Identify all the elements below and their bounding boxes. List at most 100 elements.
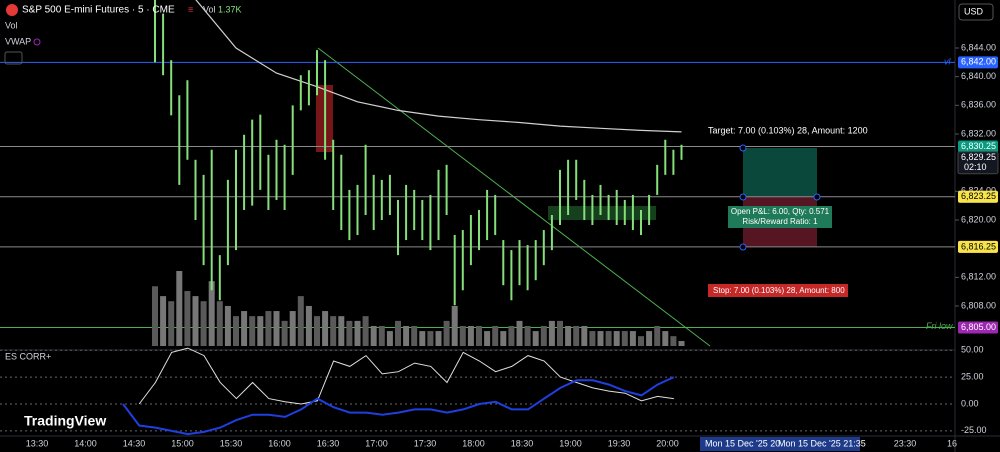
volume-bar	[200, 301, 207, 346]
time-label: 13:30	[26, 438, 49, 448]
line-note: Fri low	[926, 321, 953, 331]
volume-bar	[662, 331, 669, 346]
time-label: 23:30	[894, 438, 917, 448]
handle	[739, 193, 747, 201]
time-label: 16	[947, 438, 957, 448]
alt-label-box	[958, 240, 998, 253]
time-label: 16:00	[268, 438, 291, 448]
pnl-label: Open P&L: 6.00, Qty: 0.571	[731, 207, 830, 216]
collapse-button[interactable]	[4, 51, 23, 65]
volume-bar	[338, 316, 345, 346]
volume-bar	[670, 336, 677, 346]
volume-bar	[322, 311, 329, 346]
volume-bar	[273, 311, 280, 346]
vwap-line	[195, 0, 682, 133]
volume-bar	[297, 296, 304, 346]
price-tick-label: 6,836.00	[961, 100, 996, 110]
volume-bar	[289, 311, 296, 346]
price-tick-label: 6,840.00	[961, 71, 996, 81]
alt-label: 6,805.00	[961, 322, 996, 332]
stop-box	[708, 284, 848, 297]
alt-label-box	[958, 190, 998, 203]
volume-bar	[305, 305, 312, 346]
symbol: S&P 500 E-mini Futures · 5 · CME	[22, 5, 175, 16]
countdown: 02:10	[964, 162, 987, 172]
volume-bar	[435, 331, 442, 346]
time-label: 18:30	[511, 438, 534, 448]
volume-bar	[451, 305, 458, 346]
volume-bar	[524, 325, 531, 346]
target-zone	[743, 148, 817, 197]
last-price: 6,829.25	[961, 152, 996, 162]
volume-bar	[629, 331, 636, 346]
price-label-box	[958, 140, 998, 153]
time-label: 19:00	[559, 438, 582, 448]
volume-bar	[484, 331, 491, 346]
logo: TradingView	[24, 413, 106, 429]
line-note: vl	[944, 57, 952, 67]
volume-bar	[532, 331, 539, 346]
volume-bar	[395, 320, 401, 346]
indicator-line	[122, 376, 675, 436]
indicator-tick-label: 0.00	[961, 398, 979, 408]
time-label: 19:30	[608, 438, 631, 448]
price-tick-label: 6,832.00	[961, 128, 996, 138]
volume-bar	[516, 320, 523, 346]
volume-bar	[152, 286, 158, 346]
price-label: 6,842.00	[961, 57, 996, 67]
alt-label: 6,816.25	[961, 241, 996, 251]
volume-bar	[467, 325, 474, 346]
time-label: 17:00	[365, 438, 388, 448]
volume-bar	[176, 271, 183, 346]
volume-bar	[184, 291, 191, 346]
alt-label: 6,823.25	[961, 191, 996, 201]
volume-bar	[613, 331, 620, 346]
price-label: 6,830.25	[961, 141, 996, 151]
vol-icon: ≡	[188, 4, 193, 14]
volume-bar	[160, 296, 167, 346]
volume-bar	[443, 320, 450, 346]
volume-bar	[403, 325, 410, 346]
last-price-box	[957, 151, 999, 175]
volume-bar	[678, 341, 685, 346]
stop-label: Stop: 7.00 (0.103%) 28, Amount: 800	[713, 286, 845, 295]
price-tick-label: 6,808.00	[961, 300, 996, 310]
volume-bar	[605, 331, 612, 346]
volume-bar	[281, 320, 288, 346]
volume-bar	[646, 331, 653, 346]
currency-button[interactable]	[958, 3, 994, 21]
volume-bar	[565, 325, 572, 346]
time-label: 14:00	[74, 438, 97, 448]
price-tick-label: 6,844.00	[961, 42, 996, 52]
pnl-box	[728, 206, 832, 228]
volume-bar	[241, 311, 248, 346]
time-label: 14:30	[123, 438, 146, 448]
volume-bar	[573, 325, 580, 346]
price-label-box	[958, 56, 998, 69]
volume-bar	[314, 316, 320, 346]
volume-bar	[557, 320, 563, 346]
crosshair-box	[700, 437, 860, 451]
time-label: 15:00	[171, 438, 194, 448]
volume-bar	[233, 316, 239, 346]
zone-box	[548, 206, 656, 220]
volume-bar	[427, 331, 434, 346]
volume-bar	[654, 325, 661, 346]
volume-bar	[411, 325, 418, 346]
volume-bar	[459, 325, 466, 346]
volume-bar	[548, 320, 555, 346]
volume-bar	[330, 316, 337, 346]
time-label: 20:00	[656, 438, 679, 448]
volume-bar	[346, 320, 353, 346]
volume-bar	[224, 305, 231, 346]
currency[interactable]: USD	[964, 6, 984, 16]
volume-bar	[168, 301, 175, 346]
handle	[739, 144, 747, 152]
crosshair-label: Mon 15 Dec '25 20	[705, 438, 780, 448]
volume-bar	[265, 311, 272, 346]
rr-label: Risk/Reward Ratio: 1	[742, 217, 818, 226]
volume-bar	[249, 316, 256, 346]
